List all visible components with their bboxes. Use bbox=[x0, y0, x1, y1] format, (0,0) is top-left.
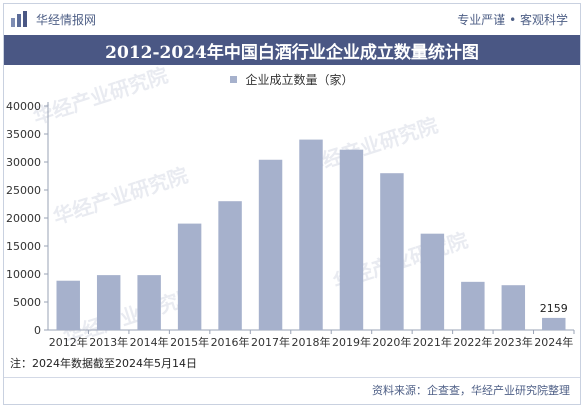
bar bbox=[461, 281, 485, 330]
y-tick-label: 0 bbox=[34, 324, 41, 337]
bar bbox=[137, 275, 161, 330]
x-tick-label: 2021年 bbox=[413, 335, 452, 349]
x-tick-label: 2019年 bbox=[332, 335, 371, 349]
bar bbox=[56, 280, 80, 330]
x-tick-label: 2017年 bbox=[251, 335, 290, 349]
x-tick-label: 2014年 bbox=[130, 335, 169, 349]
x-tick-label: 2023年 bbox=[494, 335, 533, 349]
data-label: 2159 bbox=[540, 302, 568, 315]
bar bbox=[420, 233, 445, 330]
y-tick-label: 35000 bbox=[6, 128, 41, 141]
bar bbox=[96, 275, 121, 330]
x-tick-label: 2013年 bbox=[89, 335, 128, 349]
footer-divider bbox=[4, 377, 580, 378]
footnote: 注：2024年数据截至2024年5月14日 bbox=[10, 357, 197, 370]
source-credit: 资料来源：企查查，华经产业研究院整理 bbox=[372, 384, 570, 397]
chart-frame bbox=[3, 3, 581, 405]
x-tick-label: 2022年 bbox=[453, 335, 492, 349]
y-tick-label: 20000 bbox=[6, 212, 41, 225]
slogan: 专业严谨 • 客观科学 bbox=[457, 12, 568, 27]
y-tick-label: 25000 bbox=[6, 184, 41, 197]
y-tick-label: 40000 bbox=[6, 100, 41, 113]
y-tick-label: 15000 bbox=[6, 240, 41, 253]
brand-name: 华经情报网 bbox=[36, 12, 97, 27]
y-tick-label: 5000 bbox=[13, 296, 41, 309]
bar bbox=[299, 139, 323, 330]
x-tick-label: 2015年 bbox=[170, 335, 209, 349]
y-tick-label: 10000 bbox=[6, 268, 41, 281]
legend[interactable]: 企业成立数量（家） bbox=[0, 70, 584, 88]
bar bbox=[501, 285, 526, 330]
x-tick-label: 2012年 bbox=[49, 335, 88, 349]
x-tick-label: 2018年 bbox=[292, 335, 331, 349]
x-tick-label: 2024年 bbox=[534, 335, 573, 349]
bar bbox=[339, 149, 364, 330]
header-bar: 华经情报网 专业严谨 • 客观科学 bbox=[4, 4, 580, 34]
bar bbox=[542, 317, 566, 330]
bar bbox=[218, 201, 242, 330]
bar bbox=[380, 173, 404, 330]
legend-swatch bbox=[230, 75, 238, 83]
x-tick-label: 2016年 bbox=[211, 335, 250, 349]
chart-title: 2012-2024年中国白酒行业企业成立数量统计图 bbox=[105, 42, 479, 63]
bar bbox=[177, 223, 202, 330]
logo-icon bbox=[10, 10, 30, 28]
y-tick-label: 30000 bbox=[6, 156, 41, 169]
x-tick-label: 2020年 bbox=[372, 335, 411, 349]
legend-label: 企业成立数量（家） bbox=[245, 72, 354, 87]
bar bbox=[258, 159, 283, 330]
title-band: 2012-2024年中国白酒行业企业成立数量统计图 bbox=[4, 35, 580, 65]
brand[interactable]: 华经情报网 bbox=[4, 10, 96, 28]
